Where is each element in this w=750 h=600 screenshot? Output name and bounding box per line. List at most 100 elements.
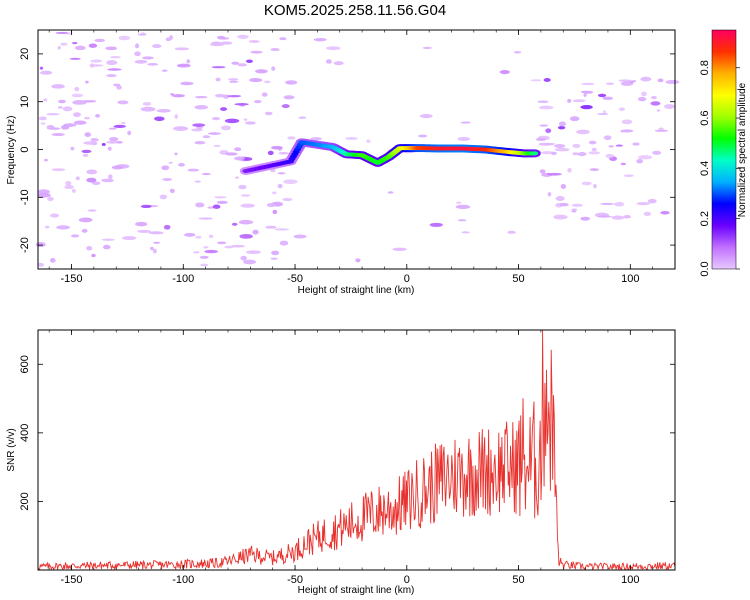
noise-speckle: [43, 158, 48, 162]
noise-speckle: [455, 204, 471, 209]
noise-speckle: [174, 152, 178, 156]
noise-speckle: [326, 46, 341, 51]
spectrogram-x-tick-label: 100: [621, 273, 639, 285]
noise-speckle: [161, 165, 170, 171]
noise-speckle: [58, 99, 66, 104]
noise-speckle: [39, 66, 44, 70]
noise-speckle: [203, 246, 209, 249]
colorbar-tick-label: 0.6: [699, 110, 711, 125]
noise-speckle: [636, 159, 643, 164]
noise-speckle: [72, 42, 78, 45]
noise-speckle: [74, 45, 86, 51]
noise-speckle: [88, 64, 104, 67]
noise-speckle: [234, 147, 242, 152]
noise-speckle: [187, 168, 200, 172]
spectrogram-x-tick-label: -150: [61, 273, 83, 285]
colorbar-tick-label: 0.2: [699, 211, 711, 226]
noise-speckle: [621, 119, 633, 125]
noise-speckle: [456, 201, 462, 204]
noise-speckle: [244, 121, 256, 125]
noise-speckle: [243, 259, 256, 265]
noise-speckle: [194, 104, 209, 110]
noise-speckle: [246, 250, 261, 255]
noise-speckle: [313, 37, 327, 42]
noise-speckle: [147, 62, 159, 66]
noise-speckle: [597, 93, 607, 98]
noise-speckle: [551, 151, 557, 156]
noise-speckle: [581, 90, 594, 94]
noise-speckle: [599, 202, 615, 205]
noise-speckle: [641, 91, 647, 97]
noise-speckle: [588, 140, 597, 145]
noise-speckle: [183, 232, 196, 237]
noise-speckle: [72, 112, 81, 118]
noise-speckle: [202, 135, 211, 139]
noise-speckle: [106, 74, 117, 78]
noise-speckle: [461, 231, 470, 234]
noise-speckle: [215, 93, 225, 98]
noise-speckle: [559, 202, 569, 207]
signal-ridge: [239, 138, 541, 176]
snr-y-tick-label: 600: [19, 355, 31, 373]
noise-speckle: [78, 217, 93, 223]
noise-speckle: [230, 244, 246, 248]
noise-speckle: [418, 134, 428, 138]
noise-speckle: [121, 122, 126, 125]
noise-speckle: [640, 76, 652, 82]
noise-speckle: [207, 206, 215, 209]
noise-speckle: [86, 246, 93, 251]
noise-speckle: [238, 184, 247, 190]
noise-speckle: [170, 93, 174, 96]
noise-speckle: [293, 234, 307, 239]
noise-speckle: [178, 162, 185, 167]
noise-speckle: [74, 86, 80, 92]
noise-speckle: [108, 127, 117, 130]
noise-speckle: [83, 141, 98, 145]
noise-speckle: [198, 217, 213, 220]
noise-speckle: [499, 70, 510, 75]
noise-speckle: [137, 229, 151, 233]
noise-speckle: [589, 168, 600, 171]
colorbar: 0.0 0.2 0.4 0.6 0.8 Normalized spectral ampl…: [699, 29, 748, 277]
noise-speckle: [195, 235, 202, 239]
noise-speckle: [215, 77, 221, 82]
noise-speckle: [457, 219, 467, 222]
noise-speckle: [325, 59, 332, 64]
noise-speckle: [209, 43, 225, 47]
noise-speckle: [71, 234, 80, 238]
noise-speckle: [274, 228, 290, 231]
noise-speckle: [560, 183, 567, 189]
noise-speckle: [214, 196, 227, 199]
noise-speckle: [283, 95, 295, 100]
noise-speckle: [581, 181, 592, 186]
noise-speckle: [118, 35, 131, 41]
noise-speckle: [121, 235, 137, 241]
noise-speckle: [228, 78, 239, 81]
noise-speckle: [109, 55, 121, 59]
noise-speckle: [208, 132, 221, 135]
noise-speckle: [231, 222, 238, 226]
noise-speckle: [603, 135, 612, 141]
noise-speckle: [228, 80, 239, 83]
snr-x-tick-label: -50: [287, 574, 303, 586]
noise-speckle: [216, 200, 228, 204]
snr-x-label: Height of straight line (km): [298, 585, 415, 596]
noise-speckle: [637, 155, 653, 160]
noise-speckle: [95, 113, 101, 118]
noise-speckle: [142, 101, 152, 106]
noise-speckle: [57, 46, 61, 50]
noise-speckle: [135, 43, 140, 49]
noise-speckle: [225, 152, 238, 156]
noise-speckle: [180, 81, 194, 86]
spectrogram-y-tick-label: -10: [19, 189, 31, 205]
noise-speckle: [554, 143, 566, 149]
noise-speckle: [200, 263, 209, 267]
spectrogram-x-tick-label: -50: [287, 273, 303, 285]
noise-speckle: [557, 126, 566, 130]
colorbar-gradient: [712, 30, 736, 269]
noise-speckle: [224, 118, 240, 124]
noise-speckle: [279, 240, 289, 246]
noise-speckle: [50, 258, 56, 263]
noise-speckle: [652, 150, 662, 155]
